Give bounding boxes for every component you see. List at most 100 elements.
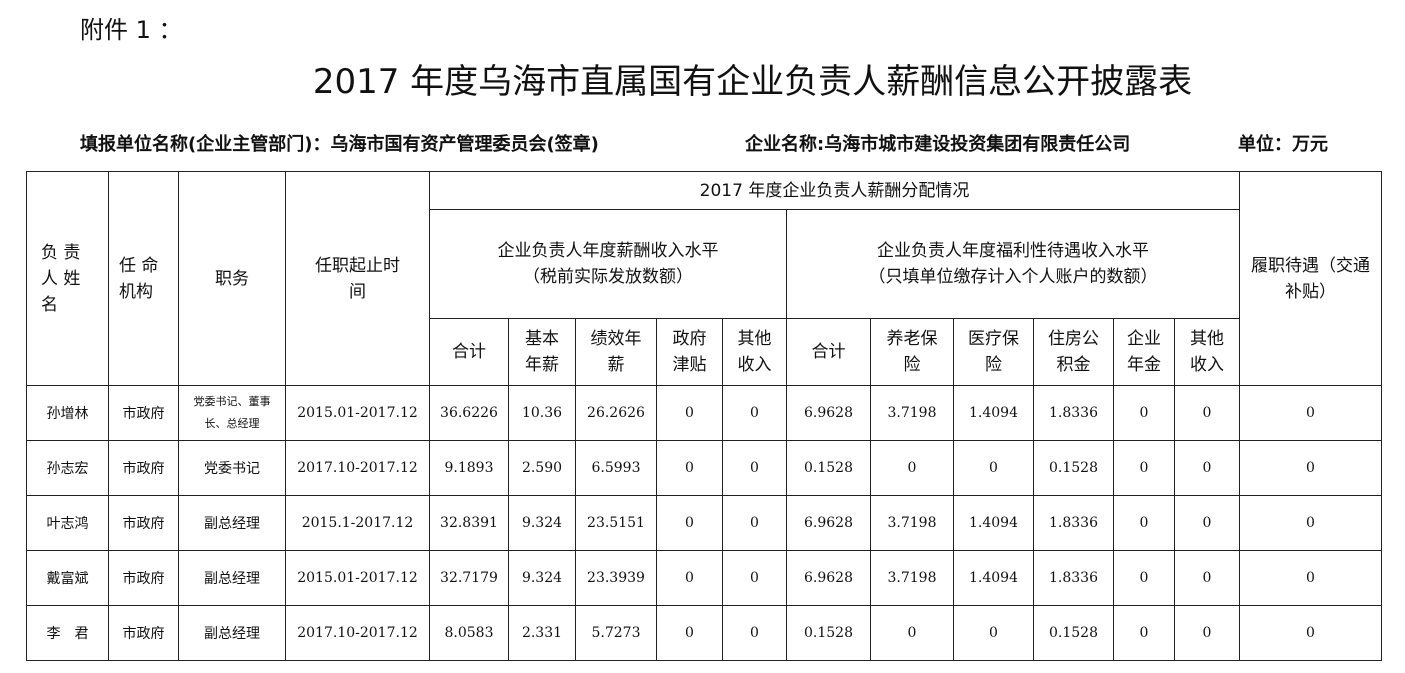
table-cell: 0	[1239, 440, 1382, 496]
company-name: 企业名称:乌海市城市建设投资集团有限责任公司	[745, 134, 1131, 155]
table-cell: 3.7198	[870, 550, 954, 606]
header-salary-group: 企业负责人年度薪酬收入水平 （税前实际发放数额）	[429, 209, 787, 319]
table-cell: 0	[870, 605, 954, 661]
table-cell: 2015.01-2017.12	[285, 550, 430, 606]
table-row: 李 君市政府 副总经理 2017.10-2017.12 8.0583 2.331 5.72…	[26, 605, 1382, 661]
table-cell: 2.331	[508, 605, 576, 661]
table-cell: 0.1528	[1033, 605, 1114, 661]
table-cell: 36.6226	[429, 385, 509, 441]
table-cell: 0	[722, 385, 787, 441]
header-salary-col: 合计	[429, 318, 509, 386]
table-cell: 6.9628	[786, 550, 871, 606]
header-name: 负 责 人 姓 名	[26, 171, 109, 386]
table-cell: 戴富斌	[26, 550, 109, 606]
table-cell: 5.7273	[575, 605, 657, 661]
table-cell: 9.324	[508, 495, 576, 551]
welfare-group-note: （只填单位缴存计入个人账户的数额）	[868, 267, 1158, 287]
table-cell: 0	[656, 550, 723, 606]
table-cell: 2015.1-2017.12	[285, 495, 430, 551]
table-row: 孙志宏 市政府 党委书记 2017.10-2017.12 9.1893 2.590 6.59…	[26, 440, 1382, 496]
table-cell: 1.4094	[953, 550, 1034, 606]
table-cell: 孙增林	[26, 385, 109, 441]
reporting-unit: 填报单位名称(企业主管部门)：乌海市国有资产管理委员会(签章)	[80, 134, 599, 155]
table-cell: 副总经理	[178, 550, 286, 606]
table-cell: 2017.10-2017.12	[285, 440, 430, 496]
table-cell: 0.1528	[786, 605, 871, 661]
header-salary-col: 其他收入	[722, 318, 787, 386]
header-welfare-col: 住房公积金	[1033, 318, 1114, 386]
table-cell: 0	[1239, 495, 1382, 551]
table-cell: 6.9628	[786, 495, 871, 551]
table-cell: 0	[870, 440, 954, 496]
header-appointer: 任 命 机构	[108, 171, 179, 386]
table-cell: 2.590	[508, 440, 576, 496]
table-cell: 0.1528	[1033, 440, 1114, 496]
table-cell: 0	[1174, 440, 1240, 496]
table-cell: 0	[1239, 605, 1382, 661]
table-cell: 2017.10-2017.12	[285, 605, 430, 661]
table-cell: 10.36	[508, 385, 576, 441]
header-salary-col: 绩效年薪	[575, 318, 657, 386]
table-cell: 0	[1113, 495, 1175, 551]
attachment-label: 附件 1 ：	[80, 16, 183, 44]
table-cell: 0	[656, 440, 723, 496]
table-cell: 0	[1174, 605, 1240, 661]
table-cell: 0	[722, 550, 787, 606]
page-title: 2017 年度乌海市直属国有企业负责人薪酬信息公开披露表	[312, 62, 1193, 102]
welfare-group-label: 企业负责人年度福利性待遇收入水平	[877, 241, 1149, 261]
table-cell: 市政府	[108, 605, 179, 661]
table-cell: 1.8336	[1033, 495, 1114, 551]
table-cell: 2015.01-2017.12	[285, 385, 430, 441]
table-cell: 市政府	[108, 550, 179, 606]
header-salary-col: 政府津贴	[656, 318, 723, 386]
header-welfare-col: 企业年金	[1113, 318, 1175, 386]
table-cell: 9.1893	[429, 440, 509, 496]
table-cell: 3.7198	[870, 385, 954, 441]
table-cell: 6.5993	[575, 440, 657, 496]
table-cell: 0	[1174, 385, 1240, 441]
salary-table: 负 责 人 姓 名 任 命 机构 职务 任职起止时间 2017 年度企业负责人薪…	[26, 171, 1382, 661]
table-cell: 23.5151	[575, 495, 657, 551]
table-cell: 23.3939	[575, 550, 657, 606]
header-welfare-col: 医疗保险	[953, 318, 1034, 386]
table-cell: 0	[722, 440, 787, 496]
table-cell: 9.324	[508, 550, 576, 606]
table-cell: 0	[1113, 550, 1175, 606]
table-cell: 26.2626	[575, 385, 657, 441]
table-cell: 1.4094	[953, 385, 1034, 441]
table-cell: 副总经理	[178, 605, 286, 661]
table-cell: 市政府	[108, 385, 179, 441]
header-welfare-col: 合计	[786, 318, 871, 386]
header-welfare-col: 其他收入	[1174, 318, 1240, 386]
table-cell: 党委书记、董事长、总经理	[178, 385, 286, 441]
table-cell: 0	[656, 605, 723, 661]
header-welfare-group: 企业负责人年度福利性待遇收入水平 （只填单位缴存计入个人账户的数额）	[786, 209, 1240, 319]
table-cell: 党委书记	[178, 440, 286, 496]
table-cell: 0	[656, 385, 723, 441]
table-cell: 32.7179	[429, 550, 509, 606]
table-cell: 0	[1113, 385, 1175, 441]
header-group: 2017 年度企业负责人薪酬分配情况	[429, 171, 1240, 210]
table-cell: 8.0583	[429, 605, 509, 661]
table-cell: 0	[656, 495, 723, 551]
table-cell: 0	[1174, 550, 1240, 606]
table-cell: 0.1528	[786, 440, 871, 496]
table-cell: 0	[1174, 495, 1240, 551]
table-cell: 副总经理	[178, 495, 286, 551]
table-cell: 0	[1113, 440, 1175, 496]
salary-group-note: （税前实际发放数额）	[523, 267, 693, 287]
salary-group-label: 企业负责人年度薪酬收入水平	[497, 241, 719, 261]
table-cell: 1.8336	[1033, 385, 1114, 441]
table-cell: 叶志鸿	[26, 495, 109, 551]
table-row: 戴富斌 市政府 副总经理 2015.01-2017.12 32.7179 9.324 23.…	[26, 550, 1382, 606]
table-cell: 李 君	[26, 605, 109, 661]
table-cell: 1.4094	[953, 495, 1034, 551]
table-cell: 0	[1239, 550, 1382, 606]
table-cell: 0	[953, 440, 1034, 496]
unit-label: 单位：万元	[1238, 134, 1328, 155]
header-salary-col: 基本年薪	[508, 318, 576, 386]
table-cell: 3.7198	[870, 495, 954, 551]
table-row: 孙增林 市政府 党委书记、董事长、总经理 2015.01-2017.12 36.6226…	[26, 385, 1382, 441]
table-cell: 6.9628	[786, 385, 871, 441]
table-cell: 0	[722, 495, 787, 551]
